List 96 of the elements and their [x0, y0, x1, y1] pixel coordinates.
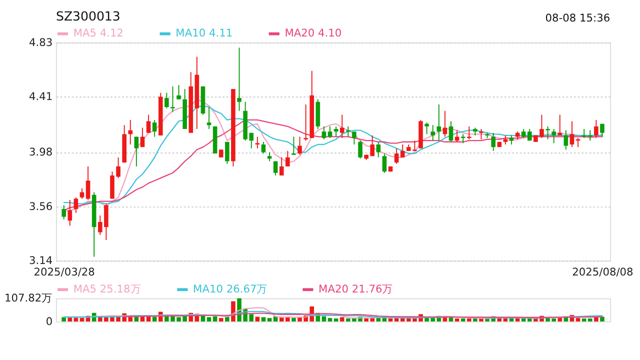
- bar: [394, 318, 399, 322]
- candlestick: [376, 141, 381, 158]
- bar: [521, 318, 526, 322]
- candlestick: [328, 126, 332, 139]
- x-tick-label: 2025/03/28: [34, 266, 96, 279]
- candlestick: [128, 119, 133, 145]
- candlestick: [546, 126, 550, 140]
- candlestick: [62, 204, 66, 220]
- candlestick: [286, 150, 290, 167]
- candlestick: [570, 120, 574, 148]
- text: 08-08 15:36: [545, 11, 610, 24]
- candlestick: [466, 126, 472, 140]
- bar: [206, 317, 212, 322]
- candlestick: [176, 84, 181, 100]
- bar: [340, 317, 344, 322]
- candlestick: [140, 127, 145, 148]
- bar: [74, 318, 78, 322]
- candlestick: [261, 141, 266, 154]
- y-tick-label: 3.56: [28, 200, 53, 213]
- candlestick: [237, 47, 242, 112]
- candlestick: [304, 104, 308, 142]
- bar: [322, 316, 326, 322]
- candlestick: [594, 119, 598, 139]
- bar: [225, 316, 230, 322]
- candlestick: [454, 130, 460, 142]
- series-label: MA5 25.18万: [73, 282, 142, 296]
- candlestick: [400, 144, 405, 158]
- candlestick: [279, 156, 284, 176]
- candlestick: [358, 140, 362, 160]
- bar: [503, 318, 508, 322]
- bar: [292, 318, 296, 322]
- bar: [255, 316, 260, 322]
- candlestick: [460, 134, 466, 144]
- candlestick: [491, 132, 496, 152]
- y-tick-label: 107.82万: [4, 292, 53, 305]
- candlestick: [448, 120, 454, 142]
- chart-title: SZ300013: [56, 8, 120, 24]
- candlestick: [479, 128, 484, 140]
- y-tick-label: 0: [46, 314, 53, 328]
- candlestick: [552, 128, 556, 144]
- bar: [509, 318, 514, 322]
- candlestick: [146, 114, 151, 134]
- bar: [466, 318, 472, 322]
- bar: [200, 316, 206, 322]
- candlestick: [430, 124, 435, 142]
- candlestick: [255, 136, 260, 149]
- bar: [218, 318, 224, 322]
- candlestick: [394, 148, 399, 164]
- candlestick: [292, 136, 296, 156]
- bar: [80, 318, 84, 322]
- bar: [376, 318, 381, 322]
- candlestick: [86, 166, 90, 200]
- bar: [328, 318, 332, 322]
- bar: [454, 318, 460, 322]
- candlestick: [340, 114, 344, 139]
- candlestick: [170, 86, 175, 113]
- candlestick: [164, 92, 169, 109]
- y-tick-label: 4.41: [28, 90, 53, 104]
- legend-label: MA20 4.10: [284, 26, 342, 40]
- legend-label: MA20 21.76万: [318, 282, 394, 296]
- candlestick: [564, 130, 568, 150]
- candlestick: [68, 199, 72, 226]
- bar: [212, 316, 218, 322]
- candlestick: [273, 160, 278, 176]
- candlestick: [322, 126, 326, 140]
- candlestick: [600, 123, 604, 138]
- candlestick: [80, 188, 84, 200]
- candlestick: [225, 141, 230, 164]
- candlestick: [424, 122, 429, 135]
- text: MA5 4.12: [73, 26, 124, 40]
- candlestick: [298, 136, 302, 156]
- legend-label: MA10 26.67万: [193, 282, 268, 296]
- bar: [388, 318, 393, 322]
- bar: [334, 318, 338, 322]
- candlestick: [442, 110, 448, 138]
- bar: [576, 318, 580, 322]
- y-tick-label: 3.14: [28, 254, 53, 268]
- legend-label: MA10 4.11: [176, 26, 233, 40]
- candlestick: [382, 153, 387, 174]
- bar: [261, 317, 266, 322]
- x-tick-label: 2025/08/08: [572, 266, 634, 279]
- bar: [267, 318, 272, 322]
- candlestick: [521, 128, 526, 139]
- candlestick: [134, 136, 139, 167]
- bar: [582, 318, 586, 322]
- candlestick: [74, 196, 78, 214]
- candlestick: [352, 131, 356, 145]
- bar: [588, 318, 592, 322]
- bar: [460, 318, 466, 322]
- y-tick-label: 3.98: [28, 146, 53, 159]
- bar: [152, 316, 157, 322]
- candlestick: [436, 104, 442, 142]
- y-tick-label: 4.83: [28, 36, 53, 49]
- candlestick: [152, 119, 157, 138]
- bar: [62, 317, 66, 322]
- candlestick: [558, 114, 562, 136]
